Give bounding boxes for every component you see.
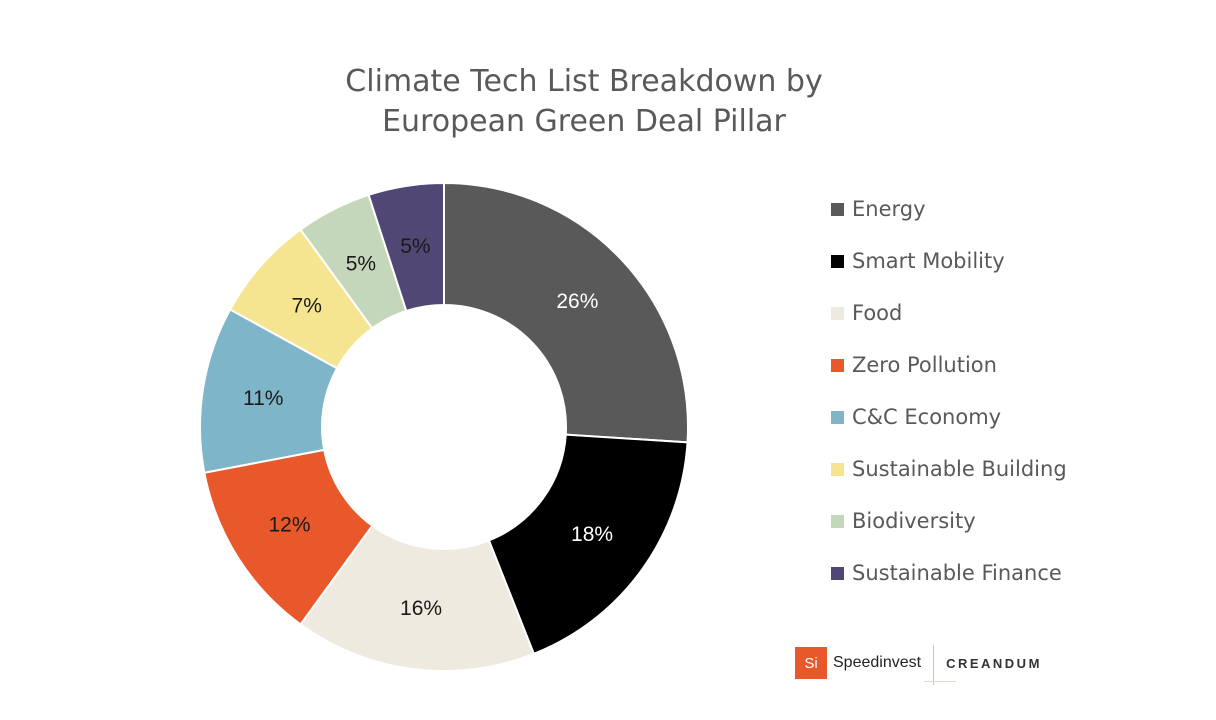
legend-item-smart-mobility: Smart Mobility [831,235,1067,287]
legend-label: Sustainable Building [852,457,1067,481]
chart-title-line-2: European Green Deal Pillar [382,104,786,139]
chart-title: Climate Tech List Breakdown by European … [234,62,934,142]
speedinvest-logo-icon: Si [795,647,827,679]
legend-label: Energy [852,197,926,221]
speedinvest-logo-text: Speedinvest [833,654,922,671]
slice-food [299,524,536,672]
legend-label: Zero Pollution [852,353,997,377]
logo-divider [933,645,935,685]
legend-item-biodiversity: Biodiversity [831,495,1067,547]
legend-swatch [831,462,844,476]
creandum-logo-text: CREANDUM [946,655,1042,671]
legend-item-candc-economy: C&C Economy [831,391,1067,443]
legend-label: Food [852,301,903,325]
data-label-smart-mobility: 18% [571,523,613,546]
legend-label: Biodiversity [852,509,976,533]
legend-swatch [831,410,844,424]
legend-label: Sustainable Finance [852,561,1062,585]
data-label-zero-pollution: 12% [268,514,310,537]
slice-sustainable-finance [367,181,445,313]
data-label-energy: 26% [556,290,598,313]
legend-swatch [831,306,844,320]
logo-underline [924,681,956,682]
slice-smart-mobility [487,433,689,656]
data-label-sustainable-finance: 5% [400,235,430,258]
data-label-candc-economy: 11% [243,387,283,410]
chart-legend: Energy Smart Mobility Food Zero Pollution C&… [831,183,1067,599]
legend-item-zero-pollution: Zero Pollution [831,339,1067,391]
slice-energy [443,181,689,444]
chart-title-line-1: Climate Tech List Breakdown by [345,64,823,99]
legend-swatch [831,254,844,268]
legend-swatch [831,358,844,372]
data-label-biodiversity: 5% [346,252,376,275]
slice-zero-pollution [203,448,374,626]
legend-swatch [831,202,844,216]
legend-swatch [831,566,844,580]
legend-swatch [831,514,844,528]
data-label-food: 16% [400,597,442,620]
legend-item-sustainable-building: Sustainable Building [831,443,1067,495]
legend-label: Smart Mobility [852,249,1005,273]
legend-item-energy: Energy [831,183,1067,235]
legend-item-food: Food [831,287,1067,339]
legend-label: C&C Economy [852,405,1002,429]
data-label-sustainable-building: 7% [292,294,322,317]
legend-item-sustainable-finance: Sustainable Finance [831,547,1067,599]
logo-bar: Si Speedinvest CREANDUM [795,645,1042,685]
